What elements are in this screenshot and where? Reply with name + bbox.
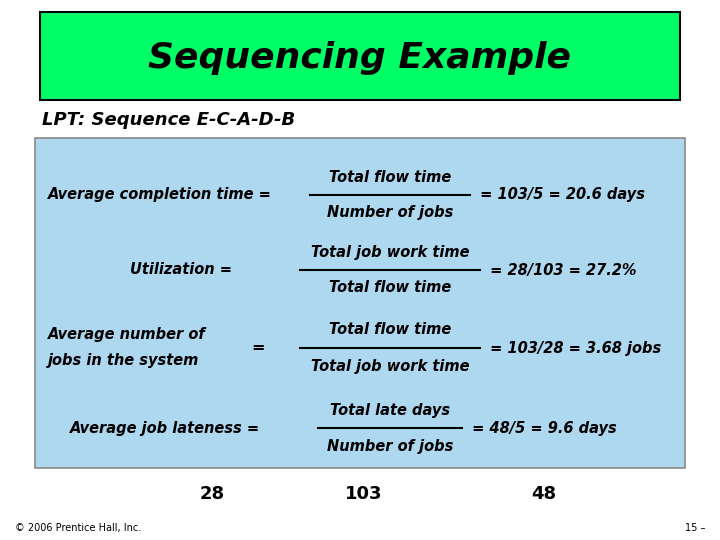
Text: Sequencing Example: Sequencing Example	[148, 41, 572, 75]
FancyBboxPatch shape	[40, 12, 680, 100]
Text: Average number of: Average number of	[48, 327, 206, 342]
Text: Total late days: Total late days	[330, 402, 450, 417]
Text: Average job lateness =: Average job lateness =	[70, 421, 265, 435]
Text: 15 –: 15 –	[685, 523, 705, 533]
Text: Utilization =: Utilization =	[130, 262, 237, 278]
Text: =: =	[251, 341, 265, 355]
Text: Number of jobs: Number of jobs	[327, 438, 453, 454]
Text: = 103/5 = 20.6 days: = 103/5 = 20.6 days	[475, 187, 645, 202]
Text: = 28/103 = 27.2%: = 28/103 = 27.2%	[485, 262, 636, 278]
Text: Total job work time: Total job work time	[311, 359, 469, 374]
Text: 28: 28	[200, 485, 225, 503]
Text: LPT: Sequence E-C-A-D-B: LPT: Sequence E-C-A-D-B	[42, 111, 295, 129]
Text: Total flow time: Total flow time	[329, 170, 451, 185]
Text: Total job work time: Total job work time	[311, 245, 469, 260]
FancyBboxPatch shape	[35, 138, 685, 468]
Text: = 103/28 = 3.68 jobs: = 103/28 = 3.68 jobs	[485, 341, 661, 355]
Text: = 48/5 = 9.6 days: = 48/5 = 9.6 days	[467, 421, 617, 435]
Text: Total flow time: Total flow time	[329, 280, 451, 295]
Text: jobs in the system: jobs in the system	[48, 354, 199, 368]
Text: Average completion time =: Average completion time =	[48, 187, 277, 202]
Text: 48: 48	[531, 485, 556, 503]
Text: Total flow time: Total flow time	[329, 322, 451, 338]
Text: © 2006 Prentice Hall, Inc.: © 2006 Prentice Hall, Inc.	[15, 523, 141, 533]
Text: 103: 103	[345, 485, 382, 503]
Text: Number of jobs: Number of jobs	[327, 206, 453, 220]
